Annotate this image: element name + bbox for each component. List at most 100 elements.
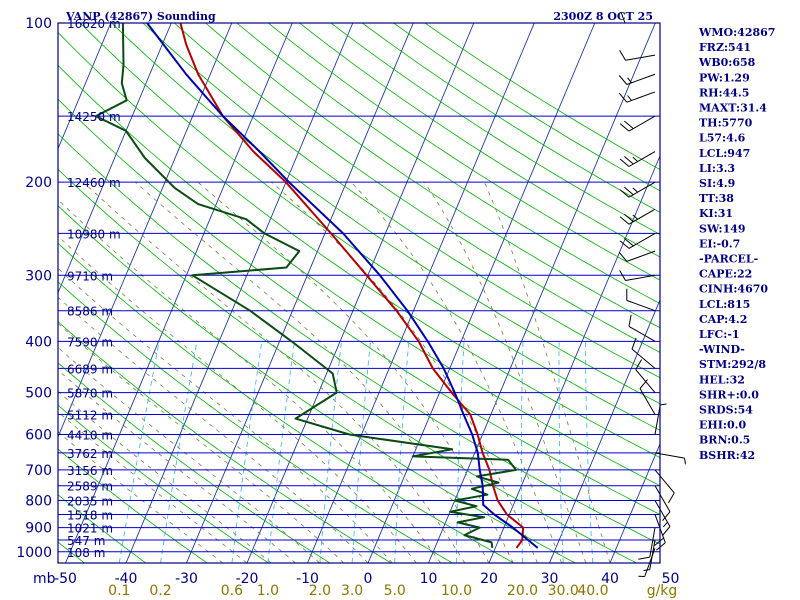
- temperature-tick-label: 20: [480, 571, 498, 587]
- wind-barb-staff: [628, 208, 656, 225]
- mixing-ratio-line: [521, 341, 524, 563]
- wind-barb-staff: [654, 469, 675, 494]
- moist-adiabat-line: [58, 235, 417, 563]
- stability-indices-panel: WMO:42867 FRZ:541 WB0:658 PW:1.29 RH:44.5 MAX…: [698, 26, 775, 462]
- wind-barb-staff: [628, 151, 656, 167]
- index-item: SHR+:0.0: [699, 388, 759, 401]
- isotherm-line: [65, 23, 293, 563]
- dry-adiabat-line: [58, 31, 660, 459]
- pressure-tick-label: 800: [25, 494, 52, 510]
- mixing-ratio-tick-label: 2.0: [309, 583, 331, 599]
- mixing-ratio-tick-label: 30.0: [548, 583, 579, 599]
- wind-barb-flag: [624, 120, 634, 129]
- wind-barb-staff: [628, 181, 656, 198]
- dry-adiabat-line: [142, 23, 660, 379]
- index-item: TT:38: [699, 192, 734, 205]
- mixing-ratio-line: [394, 341, 410, 563]
- temperature-tick-label: 30: [541, 571, 559, 587]
- wind-barb-flag: [655, 542, 666, 551]
- height-label: 547 m: [67, 534, 105, 548]
- mixing-ratio-line: [319, 341, 342, 563]
- pressure-tick-label: 600: [25, 427, 52, 443]
- height-label: 7590 m: [67, 335, 113, 349]
- dry-adiabat-line: [111, 23, 660, 405]
- wind-barb-staff: [625, 274, 656, 281]
- index-item: RH:44.5: [699, 86, 749, 99]
- wind-barb: [635, 359, 656, 393]
- wind-barb-flag: [619, 158, 630, 167]
- wind-barb: [619, 232, 656, 249]
- wind-barb-half-flag: [632, 187, 639, 193]
- wind-barb-flag: [619, 49, 626, 61]
- temperature-tick-label: -10: [296, 571, 319, 587]
- moist-adiabat-line: [83, 181, 466, 563]
- temperature-trace: [179, 23, 525, 549]
- wind-barb-staff: [625, 54, 656, 61]
- wind-barb-staff: [654, 404, 661, 435]
- wind-barb: [639, 379, 656, 415]
- moist-adiabat-line: [424, 181, 587, 563]
- temperature-tick-label: 50: [662, 571, 680, 587]
- temperature-tick-label: 10: [420, 571, 438, 587]
- moist-adiabat-line: [58, 199, 441, 563]
- dry-adiabat-line: [58, 494, 147, 563]
- isotherm-line: [0, 23, 50, 563]
- temperature-tick-label: -30: [175, 571, 198, 587]
- wind-barb-half-flag: [660, 403, 667, 406]
- pressure-tick-label: 900: [25, 521, 52, 537]
- height-label: 6689 m: [67, 362, 113, 376]
- chart-datetime: 2300Z 8 OCT 25: [553, 10, 653, 23]
- dewpoint-trace: [94, 23, 517, 549]
- height-label: 1021 m: [67, 522, 113, 536]
- wind-barb-flag: [635, 359, 643, 370]
- mixing-ratio-tick-label: 20.0: [507, 583, 538, 599]
- wind-barb-half-flag: [643, 569, 650, 571]
- wind-barb-staff: [626, 250, 656, 262]
- height-label: 8586 m: [67, 305, 113, 319]
- pressure-tick-label: 700: [25, 463, 52, 479]
- temperature-tick-label: -40: [115, 571, 138, 587]
- wind-barb: [619, 115, 656, 132]
- mixing-ratio-line: [585, 341, 594, 563]
- wind-barbs: [618, 11, 686, 577]
- height-label: 12460 m: [67, 176, 121, 190]
- height-label: 3762 m: [67, 447, 113, 461]
- isotherm-line: [186, 23, 414, 563]
- wind-barb-flag: [624, 186, 634, 196]
- isotherm-line: [609, 442, 660, 563]
- wind-barb-flag: [618, 92, 628, 103]
- mixing-ratio-line: [231, 341, 263, 563]
- isotherm-line: [367, 23, 596, 563]
- height-label: 14250 m: [67, 110, 121, 124]
- pressure-tick-label: 200: [25, 175, 52, 191]
- wind-barb-staff: [626, 299, 656, 312]
- wind-barb-half-flag: [684, 458, 686, 465]
- wind-barb: [626, 288, 656, 312]
- pressure-tick-label: 500: [25, 386, 52, 402]
- index-item: SW:149: [699, 222, 746, 235]
- dry-adiabat-line: [58, 133, 660, 545]
- index-item: HEL:32: [699, 373, 745, 386]
- wind-barb-flag: [619, 216, 630, 225]
- temperature-tick-label: -50: [54, 571, 77, 587]
- wind-barb: [619, 270, 656, 281]
- dry-adiabat-line: [268, 23, 660, 281]
- wind-barb: [628, 314, 656, 342]
- wind-barb-flag: [618, 75, 628, 85]
- wind-barb-flag: [639, 379, 648, 389]
- plot-background: [58, 23, 660, 563]
- pressure-axis-label: mb: [33, 571, 56, 587]
- wind-barb: [618, 73, 656, 85]
- mixing-ratio-tick-label: 40.0: [577, 583, 608, 599]
- index-item: PW:1.29: [699, 71, 750, 84]
- dry-adiabat-line: [58, 205, 576, 563]
- chart-title: VANP (42867) Sounding: [65, 10, 216, 23]
- pressure-tick-label: 300: [25, 268, 52, 284]
- moist-adiabat-line: [350, 181, 562, 563]
- wind-barb-staff: [631, 348, 656, 369]
- index-item: LCL:815: [699, 298, 750, 311]
- height-label: 1518 m: [67, 508, 113, 522]
- isotherm-line: [488, 154, 660, 563]
- temperature-tick-label: -20: [236, 571, 259, 587]
- wind-barb: [643, 539, 656, 571]
